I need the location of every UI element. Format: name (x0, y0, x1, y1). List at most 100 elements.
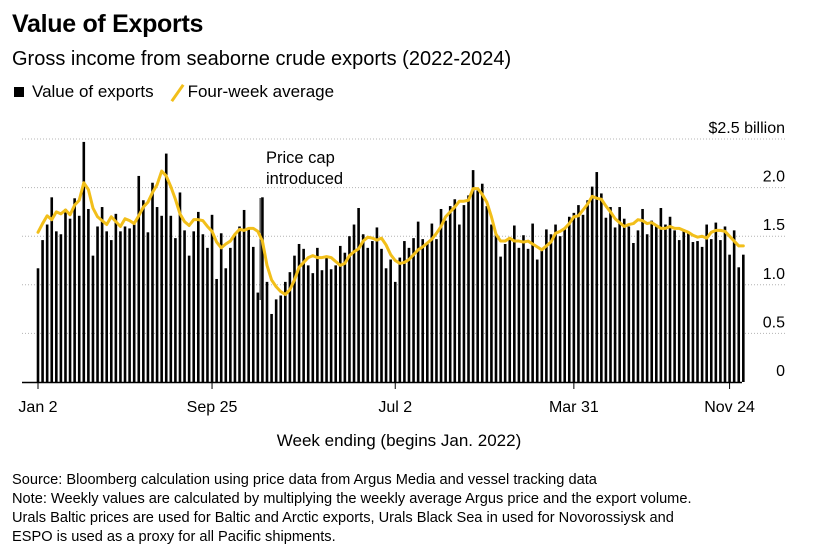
bar (421, 239, 425, 382)
bar (164, 153, 168, 382)
bar (68, 218, 72, 382)
bar (586, 200, 589, 382)
bar (448, 206, 452, 382)
bar (293, 255, 296, 382)
chart-title: Value of Exports (12, 10, 204, 38)
bar (242, 209, 246, 382)
bar (682, 229, 686, 382)
bar (261, 197, 264, 382)
y-tick-label: $2.5 billion (709, 120, 786, 137)
legend-bars-label: Value of exports (32, 82, 154, 101)
bar (357, 208, 360, 382)
bar (714, 222, 718, 382)
bar (540, 248, 544, 382)
bar (137, 175, 141, 382)
x-axis-ticks: Jan 2 Sep 25 Jul 2 Mar 31 Nov 24 (18, 382, 755, 416)
bar (572, 212, 576, 382)
bar (700, 246, 704, 382)
bar (256, 292, 260, 382)
legend: Value of exports Four-week average (14, 82, 334, 102)
bar (407, 247, 411, 382)
bar (247, 229, 250, 382)
bar (636, 230, 640, 382)
bar (352, 224, 356, 382)
method-note-3: ESPO is used as a proxy for all Pacific … (12, 529, 336, 545)
bar (41, 240, 44, 382)
bar (155, 207, 159, 382)
bar (366, 247, 370, 382)
bar (742, 254, 745, 382)
bar (650, 220, 654, 382)
bar (632, 243, 635, 382)
bar (531, 223, 534, 382)
bar (114, 213, 118, 382)
x-tick-label: Mar 31 (549, 399, 599, 416)
bar (109, 240, 113, 382)
bar (613, 227, 617, 382)
bar (284, 281, 287, 382)
bar (709, 239, 713, 382)
bar (224, 268, 228, 382)
x-tick-label: Jan 2 (18, 399, 57, 416)
bar (398, 257, 402, 382)
bar (151, 182, 154, 382)
bar (270, 313, 273, 382)
bar (187, 255, 191, 382)
bar (100, 207, 104, 382)
bar (192, 231, 196, 382)
bar (444, 220, 447, 382)
bar (480, 183, 484, 382)
bar (503, 243, 507, 382)
bar (297, 243, 301, 382)
bar (123, 226, 127, 382)
bar (50, 197, 54, 382)
bar (36, 268, 40, 382)
legend-bar-swatch (14, 87, 24, 97)
bar (128, 228, 131, 382)
bar (673, 230, 676, 382)
bar (705, 224, 708, 382)
bar (600, 193, 603, 382)
y-tick-label: 0.5 (763, 314, 785, 331)
bar (618, 207, 621, 382)
y-tick-label: 2.0 (763, 169, 785, 186)
bar (380, 248, 383, 382)
x-tick-label: Nov 24 (704, 399, 755, 416)
bar (549, 234, 553, 382)
bar (590, 186, 594, 382)
bar (467, 195, 470, 382)
bar (622, 218, 626, 382)
bar (526, 248, 530, 382)
bar (732, 230, 736, 382)
bar (645, 234, 649, 382)
bar (59, 234, 63, 382)
footnotes: Source: Bloomberg calculation using pric… (12, 471, 812, 547)
bar (45, 224, 49, 382)
bar (723, 226, 727, 382)
bar (306, 265, 310, 382)
bar (132, 224, 136, 382)
bar (545, 229, 548, 382)
bar (77, 215, 81, 382)
method-note-2: Urals Baltic prices are used for Baltic … (12, 510, 674, 526)
bar (696, 241, 699, 382)
bar (105, 231, 108, 382)
bar (233, 235, 237, 382)
bar (664, 224, 667, 382)
bar (581, 214, 585, 382)
bar (393, 281, 397, 382)
x-axis-title: Week ending (begins Jan. 2022) (277, 431, 521, 450)
source-note: Source: Bloomberg calculation using pric… (12, 472, 597, 488)
bar (325, 255, 328, 382)
bar (361, 234, 365, 382)
bar (389, 259, 392, 382)
bar (183, 230, 186, 382)
bar (348, 236, 351, 382)
bar (416, 221, 420, 382)
bar (334, 265, 337, 382)
bar (55, 231, 58, 382)
bar (462, 205, 466, 382)
bar (508, 237, 512, 382)
bar (412, 238, 415, 382)
average-line (36, 169, 745, 297)
